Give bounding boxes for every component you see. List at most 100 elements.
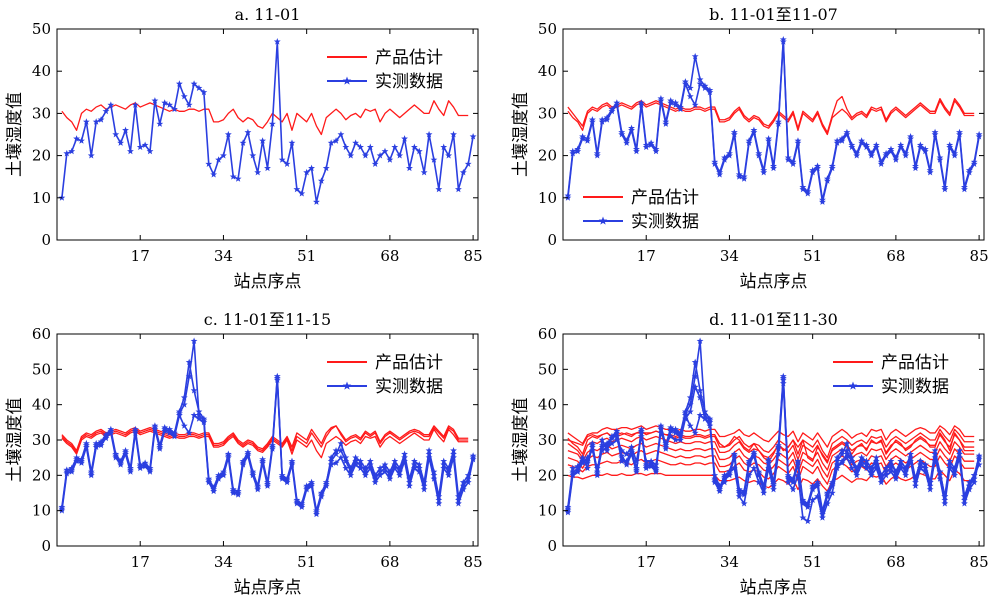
data-point [92,439,100,447]
data-point [946,457,954,465]
data-point [716,484,724,491]
data-point [579,133,587,140]
data-point [185,358,193,366]
legend-label-measured: 实测数据 [375,72,443,92]
x-axis-label: 站点序点 [740,272,808,292]
data-point [450,130,457,138]
y-tick-label: 20 [32,147,51,165]
data-point [569,464,577,472]
data-point [681,78,689,85]
data-point [970,478,978,486]
data-point [618,447,626,454]
data-point [867,152,875,159]
data-point [892,468,900,475]
data-point [882,471,890,479]
data-point [657,422,665,429]
legend-marker [342,381,352,390]
data-point [420,478,428,486]
data-point [647,139,655,146]
data-point [195,84,203,91]
data-point [907,133,914,140]
data-point [921,145,929,153]
data-point [278,156,286,163]
data-point [897,464,905,472]
data-point [921,468,929,475]
x-tick-label: 68 [886,553,905,571]
data-point [180,422,188,429]
y-tick-label: 0 [547,231,557,249]
data-point [215,156,222,163]
data-point [613,427,621,435]
data-point [799,496,807,503]
data-point [721,478,728,486]
data-point [171,429,178,436]
data-point [863,143,870,151]
data-point [912,162,919,170]
data-point [877,160,885,167]
data-point [916,464,924,472]
data-point [161,99,169,106]
data-point [381,147,389,155]
data-point [804,187,812,195]
data-point [264,478,271,486]
data-point [633,457,640,465]
data-point [396,471,404,479]
data-point [415,461,423,468]
data-point [579,459,587,466]
data-point [337,130,345,138]
data-point [564,192,572,199]
data-point [584,464,591,472]
data-point [332,137,340,144]
data-point [887,147,895,155]
data-point [347,468,355,475]
legend-label-estimate: 产品估计 [375,353,443,373]
data-point [185,372,193,380]
data-point [686,84,694,91]
data-point [332,450,340,458]
data-point [902,464,910,472]
data-point [391,457,399,465]
data-point [317,489,325,496]
data-point [833,464,841,472]
data-point [823,175,831,182]
data-point [603,447,611,454]
data-point [366,457,374,465]
data-point [701,82,709,89]
data-point [469,133,477,140]
data-point [681,408,689,415]
data-point [574,147,582,155]
data-point [361,471,369,479]
data-point [371,475,379,482]
legend-marker [598,216,608,225]
data-point [931,128,939,136]
data-point [637,99,645,106]
data-point [569,147,577,155]
data-point [755,478,763,486]
data-point [965,485,973,493]
data-point [564,503,572,511]
data-point [863,464,870,472]
data-point [459,482,467,489]
series-estimate [61,425,469,459]
data-point [332,447,340,454]
data-point [916,457,924,465]
data-point [828,489,836,496]
data-point [268,441,276,449]
data-point [941,500,949,507]
x-tick-label: 85 [970,247,989,265]
data-point [701,84,709,91]
data-point [410,143,418,151]
data-point [68,464,76,472]
data-point [721,154,728,161]
data-point [352,454,360,461]
data-point [410,461,418,468]
data-point [386,156,394,163]
data-point [308,478,315,486]
data-point [794,471,802,479]
x-tick-label: 68 [886,247,905,265]
data-point [588,116,596,123]
series-line-estimate-2 [61,425,469,454]
data-point [863,457,870,465]
